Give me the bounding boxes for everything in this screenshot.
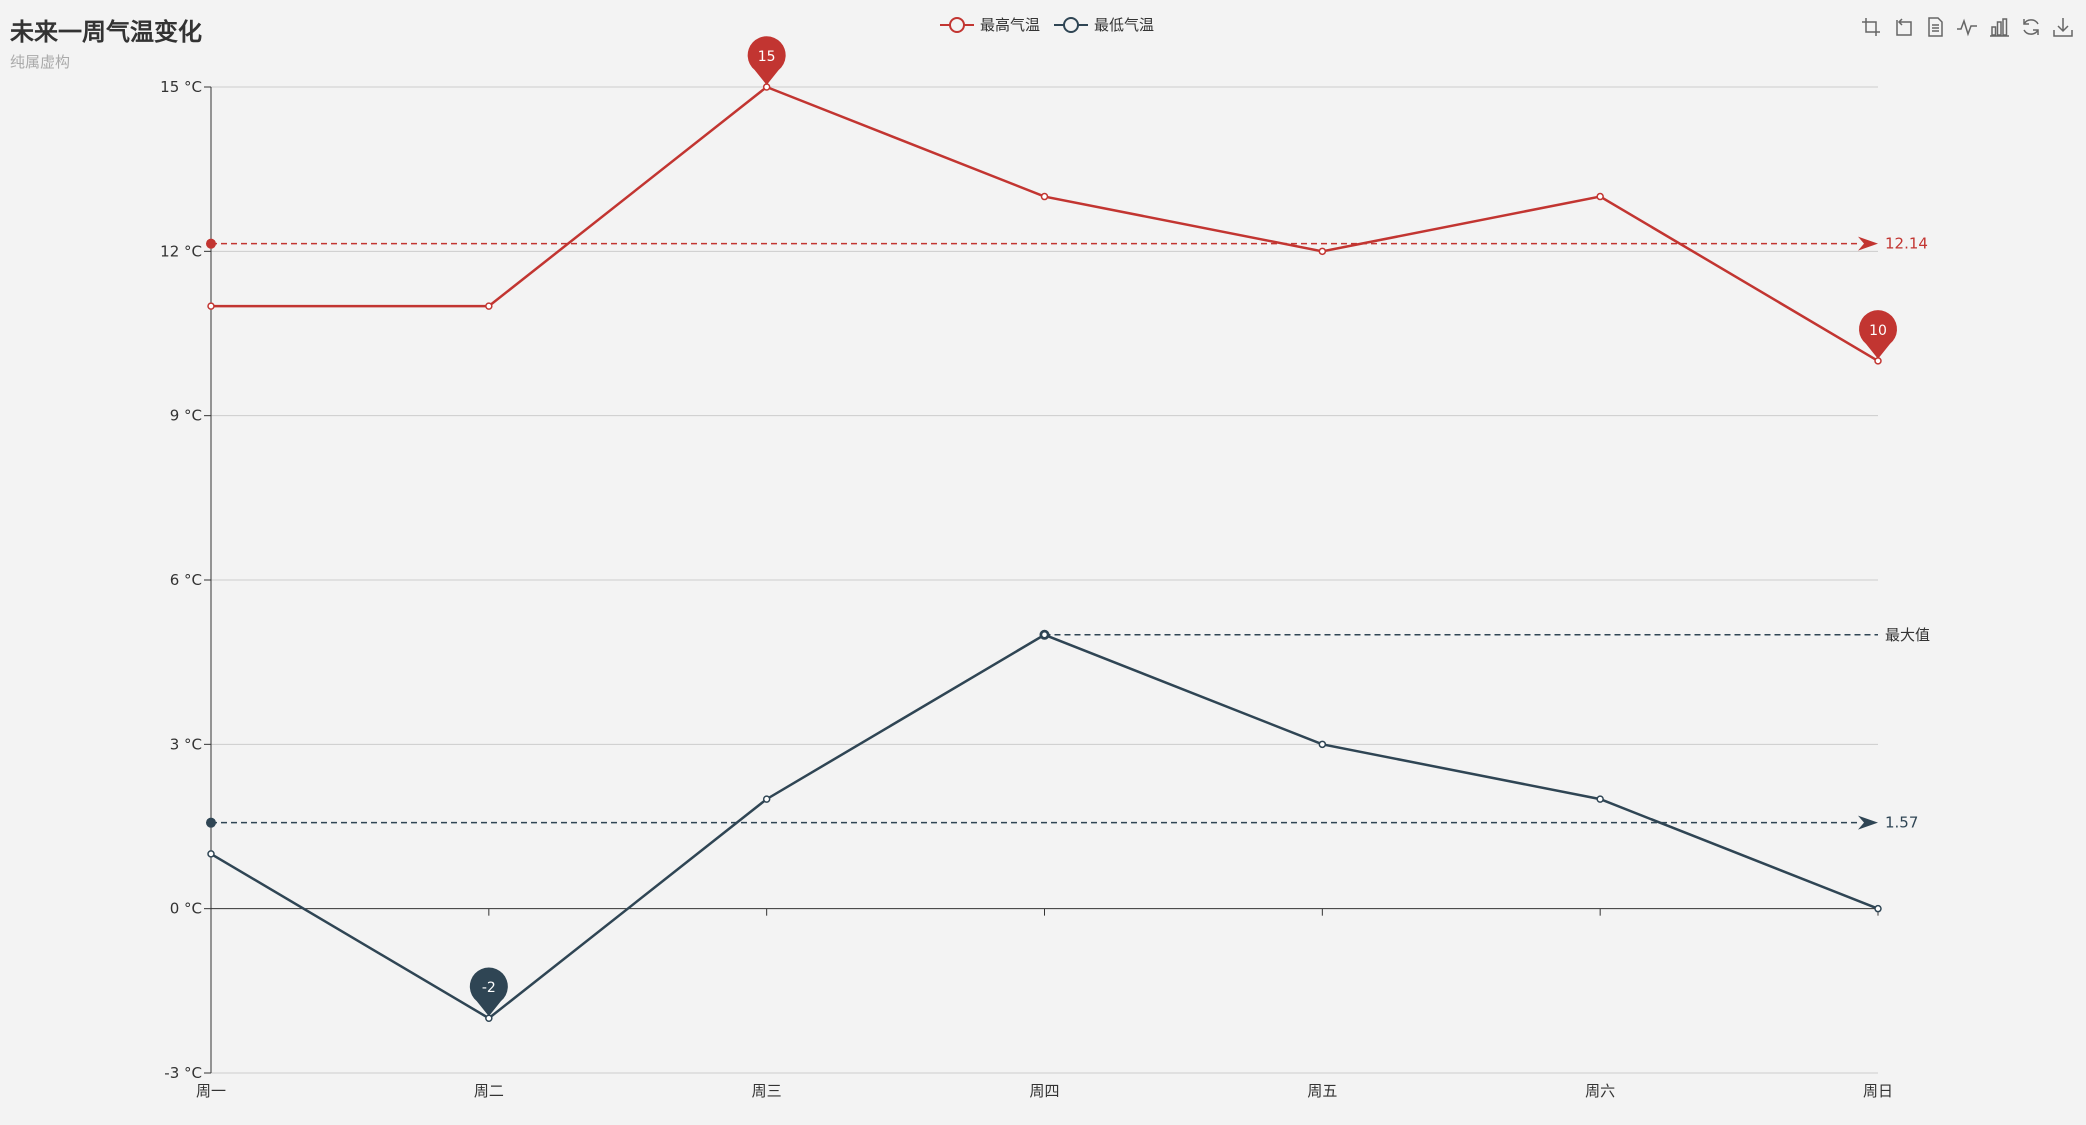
mark-point-pin (747, 36, 786, 85)
y-tick-label: 0 °C (170, 900, 202, 918)
data-point (485, 302, 493, 310)
data-point (1596, 795, 1604, 803)
zoom-reset-icon[interactable] (1892, 16, 1914, 38)
zoom-icon[interactable] (1860, 16, 1882, 38)
y-tick-label: 12 °C (160, 242, 202, 260)
x-tick-label: 周四 (1029, 1082, 1059, 1100)
legend-label-min-temp: 最低气温 (1094, 16, 1155, 34)
bar-chart-icon[interactable] (1988, 16, 2010, 38)
legend-line-circle-icon (1054, 16, 1089, 34)
mark-line-label: 1.57 (1885, 814, 1918, 832)
x-tick-label: 周三 (752, 1082, 782, 1100)
legend-line-circle-icon (940, 16, 974, 34)
data-view-icon[interactable] (1924, 16, 1946, 38)
y-tick-label: 15 °C (160, 78, 202, 96)
series-line (210, 633, 1879, 1020)
x-tick-label: 周五 (1307, 1082, 1337, 1100)
restore-icon[interactable] (2020, 16, 2042, 38)
legend-item-min-temp[interactable]: 最低气温 (1054, 14, 1154, 35)
data-point (762, 795, 771, 803)
mark-point-label: 10 (1869, 323, 1887, 339)
mark-line-start-dot (206, 817, 216, 828)
data-point (1040, 192, 1049, 201)
series-line (211, 85, 1879, 362)
x-tick-label: 周一 (196, 1082, 226, 1100)
data-point (1596, 192, 1604, 201)
mark-point-pin (469, 967, 508, 1017)
chart-subtitle: 纯属虚构 (10, 53, 71, 71)
mark-line-arrow (1858, 815, 1878, 830)
y-tick-label: 6 °C (170, 571, 202, 589)
x-tick-label: 周六 (1585, 1082, 1615, 1100)
y-tick-label: -3 °C (164, 1064, 202, 1082)
line-chart-icon[interactable] (1956, 16, 1978, 38)
mark-point-pin (1859, 310, 1897, 359)
mark-line-label: 12.14 (1885, 235, 1928, 253)
mark-line-arrow (1858, 236, 1878, 251)
chart-title: 未来一周气温变化 (10, 18, 202, 46)
mark-point-label: -2 (482, 980, 496, 996)
legend-label-max-temp: 最高气温 (980, 16, 1041, 34)
data-point (207, 302, 215, 310)
legend-item-max-temp[interactable]: 最高气温 (940, 14, 1040, 35)
data-point (1318, 247, 1327, 256)
data-point (1040, 631, 1049, 639)
legend: 最高气温 最低气温 (940, 14, 1154, 35)
mark-point-label: 15 (758, 49, 776, 65)
data-point (1318, 740, 1327, 749)
save-image-icon[interactable] (2052, 16, 2074, 38)
data-point (207, 850, 215, 858)
mark-line-start-dot (206, 238, 216, 249)
y-tick-label: 3 °C (170, 735, 202, 753)
toolbox (1860, 16, 2074, 38)
mark-line-label: 最大值 (1885, 626, 1930, 644)
y-tick-label: 9 °C (170, 407, 202, 425)
x-tick-label: 周二 (474, 1082, 504, 1100)
data-point (1874, 904, 1882, 913)
x-tick-label: 周日 (1863, 1082, 1893, 1100)
